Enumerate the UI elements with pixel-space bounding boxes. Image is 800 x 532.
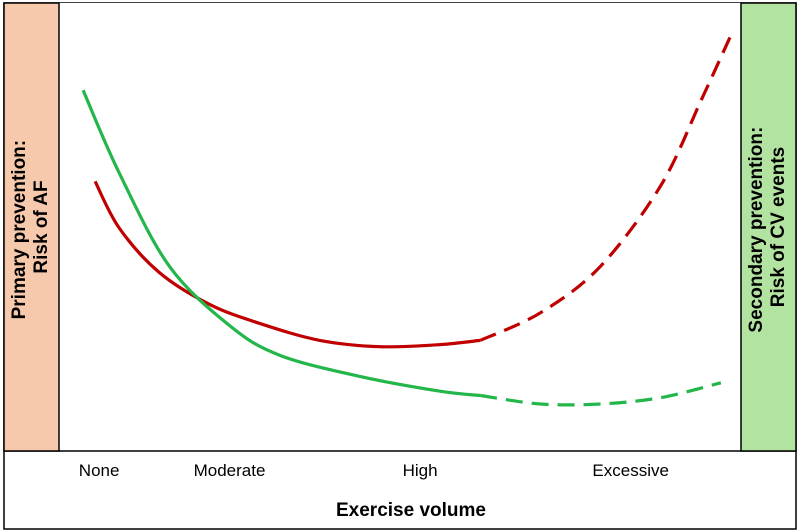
left-label-panel	[3, 2, 60, 452]
left-axis-label-line1: Primary prevention:	[9, 140, 30, 320]
x-tick-label: Excessive	[592, 461, 669, 480]
series-line-af-dashed	[479, 34, 733, 342]
right-axis-label: Secondary prevention: Risk of CV events	[746, 121, 789, 332]
x-tick-label: Moderate	[194, 461, 266, 480]
x-axis-title: Exercise volume	[336, 500, 486, 521]
left-axis-label-line2: Risk of AF	[31, 180, 52, 273]
series-line-af-solid	[93, 180, 481, 349]
series-group	[81, 34, 733, 407]
left-axis-label: Primary prevention: Risk of AF	[9, 135, 52, 320]
x-tick-labels: None Moderate High Excessive	[79, 461, 669, 480]
x-tick-label: None	[79, 461, 120, 480]
right-axis-label-line1: Secondary prevention:	[746, 127, 767, 333]
plot-area	[59, 3, 741, 451]
x-tick-label: High	[403, 461, 438, 480]
right-label-panel	[740, 2, 797, 452]
series-line-cv-dashed	[479, 381, 722, 407]
series-line-cv-solid	[81, 89, 481, 398]
right-axis-label-line2: Risk of CV events	[768, 147, 789, 308]
